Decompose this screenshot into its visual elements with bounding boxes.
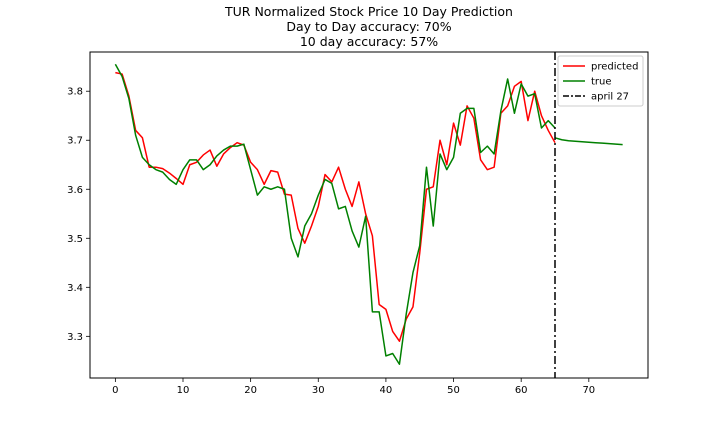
- y-tick-label: 3.5: [67, 234, 83, 245]
- y-tick-label: 3.4: [67, 283, 83, 294]
- y-tick-label: 3.3: [67, 332, 83, 343]
- x-tick-label: 40: [380, 385, 393, 396]
- series-line-true: [114, 63, 556, 366]
- legend-label: true: [591, 77, 612, 88]
- y-tick-label: 3.8: [67, 87, 83, 98]
- title-line-2: Day to Day accuracy: 70%: [286, 19, 451, 34]
- title-line-3: 10 day accuracy: 57%: [300, 34, 438, 49]
- x-tick-label: 0: [112, 385, 118, 396]
- legend-label: april 27: [591, 92, 629, 103]
- legend-label: predicted: [591, 62, 638, 73]
- series-line-forecast: [554, 137, 623, 146]
- x-tick-label: 70: [582, 385, 595, 396]
- series-lines: [114, 52, 623, 378]
- x-tick-label: 20: [244, 385, 257, 396]
- legend: predicted true april 27: [557, 55, 644, 107]
- chart-title: TUR Normalized Stock Price 10 Day Predic…: [224, 4, 513, 49]
- x-tick-label: 50: [447, 385, 460, 396]
- title-line-1: TUR Normalized Stock Price 10 Day Predic…: [224, 4, 513, 19]
- x-tick-label: 30: [312, 385, 325, 396]
- y-tick-label: 3.6: [67, 185, 83, 196]
- series-line-predicted: [115, 71, 556, 342]
- x-tick-label: 10: [177, 385, 190, 396]
- y-axis: 3.3 3.4 3.5 3.6 3.7 3.8: [67, 87, 90, 343]
- x-axis: 0 10 20 30 40 50 60 70: [112, 378, 595, 396]
- legend-box: [557, 55, 644, 107]
- x-tick-label: 60: [515, 385, 528, 396]
- y-tick-label: 3.7: [67, 136, 83, 147]
- plot-area: [89, 51, 649, 379]
